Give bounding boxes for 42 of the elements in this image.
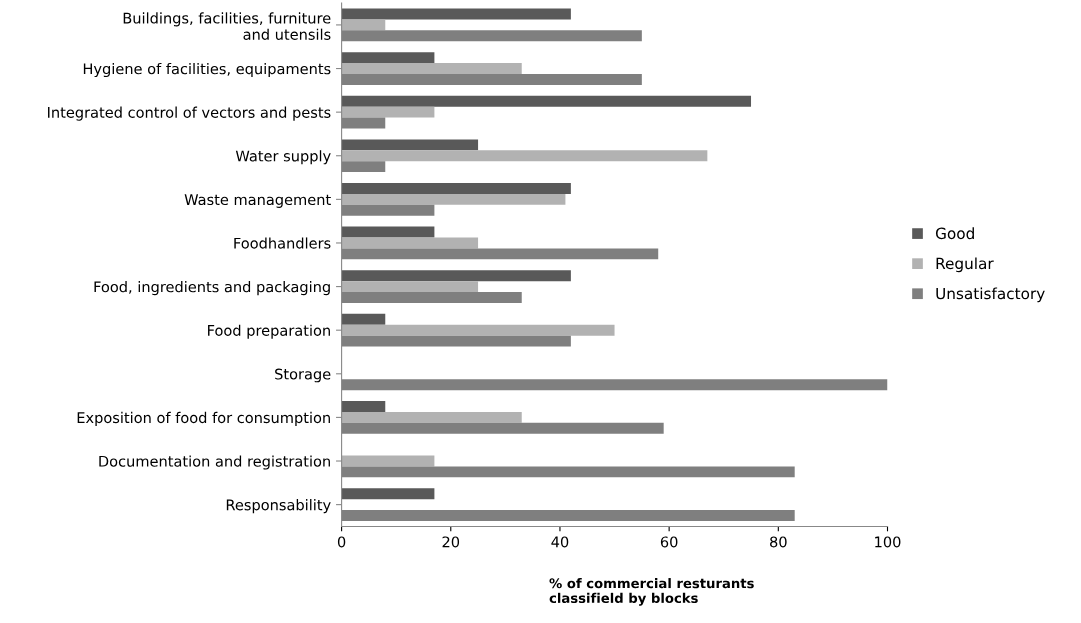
x-tick-label: 60 (660, 536, 678, 548)
y-tick-label: Documentation and registration (99, 455, 330, 470)
bar (341, 8, 571, 20)
bar (341, 19, 386, 31)
legend-label: Unsatisfactory (936, 287, 1045, 303)
bar (341, 95, 752, 107)
y-tick-label: Food, ingredients and packaging (94, 281, 330, 296)
bar (341, 455, 435, 467)
y-tick-label: Foodhandlers (234, 237, 331, 249)
bar (341, 270, 571, 282)
bar (341, 488, 435, 500)
y-tick-label: Hygiene of facilities, equipaments (83, 62, 331, 78)
y-tick-label: Food preparation (208, 324, 330, 339)
x-axis-title: % of commercial resturants classifield by blocks (549, 578, 754, 606)
legend-label: Regular (936, 257, 994, 273)
bar (341, 139, 479, 151)
bar (341, 324, 615, 336)
bar (341, 52, 435, 64)
bar (341, 63, 522, 74)
y-tick-label: Storage (275, 368, 331, 383)
x-tick-label: 100 (875, 536, 901, 548)
y-tick-label: Exposition of food for consumption (77, 411, 330, 426)
x-tick-label: 0 (337, 536, 346, 548)
bar (341, 313, 386, 325)
x-tick-label: 40 (551, 536, 569, 548)
bar (341, 237, 479, 249)
bar (341, 281, 479, 293)
y-tick-label: Responsability (226, 499, 331, 514)
y-tick-label: Waste management (184, 194, 331, 208)
y-tick-label: Buildings, facilities, furniture and utensils (123, 12, 331, 40)
y-tick-label: Water supply (235, 150, 331, 165)
bar (341, 183, 571, 194)
bar (341, 411, 522, 423)
bar (341, 193, 566, 205)
y-tick-label: Integrated control of vectors and pests (48, 106, 331, 121)
bar (341, 226, 435, 238)
bar (341, 106, 435, 118)
x-tick-label: 80 (770, 536, 787, 548)
bar (341, 150, 708, 162)
x-tick-label: 20 (442, 536, 460, 548)
legend-label: Good (935, 227, 974, 240)
bar (341, 401, 386, 412)
